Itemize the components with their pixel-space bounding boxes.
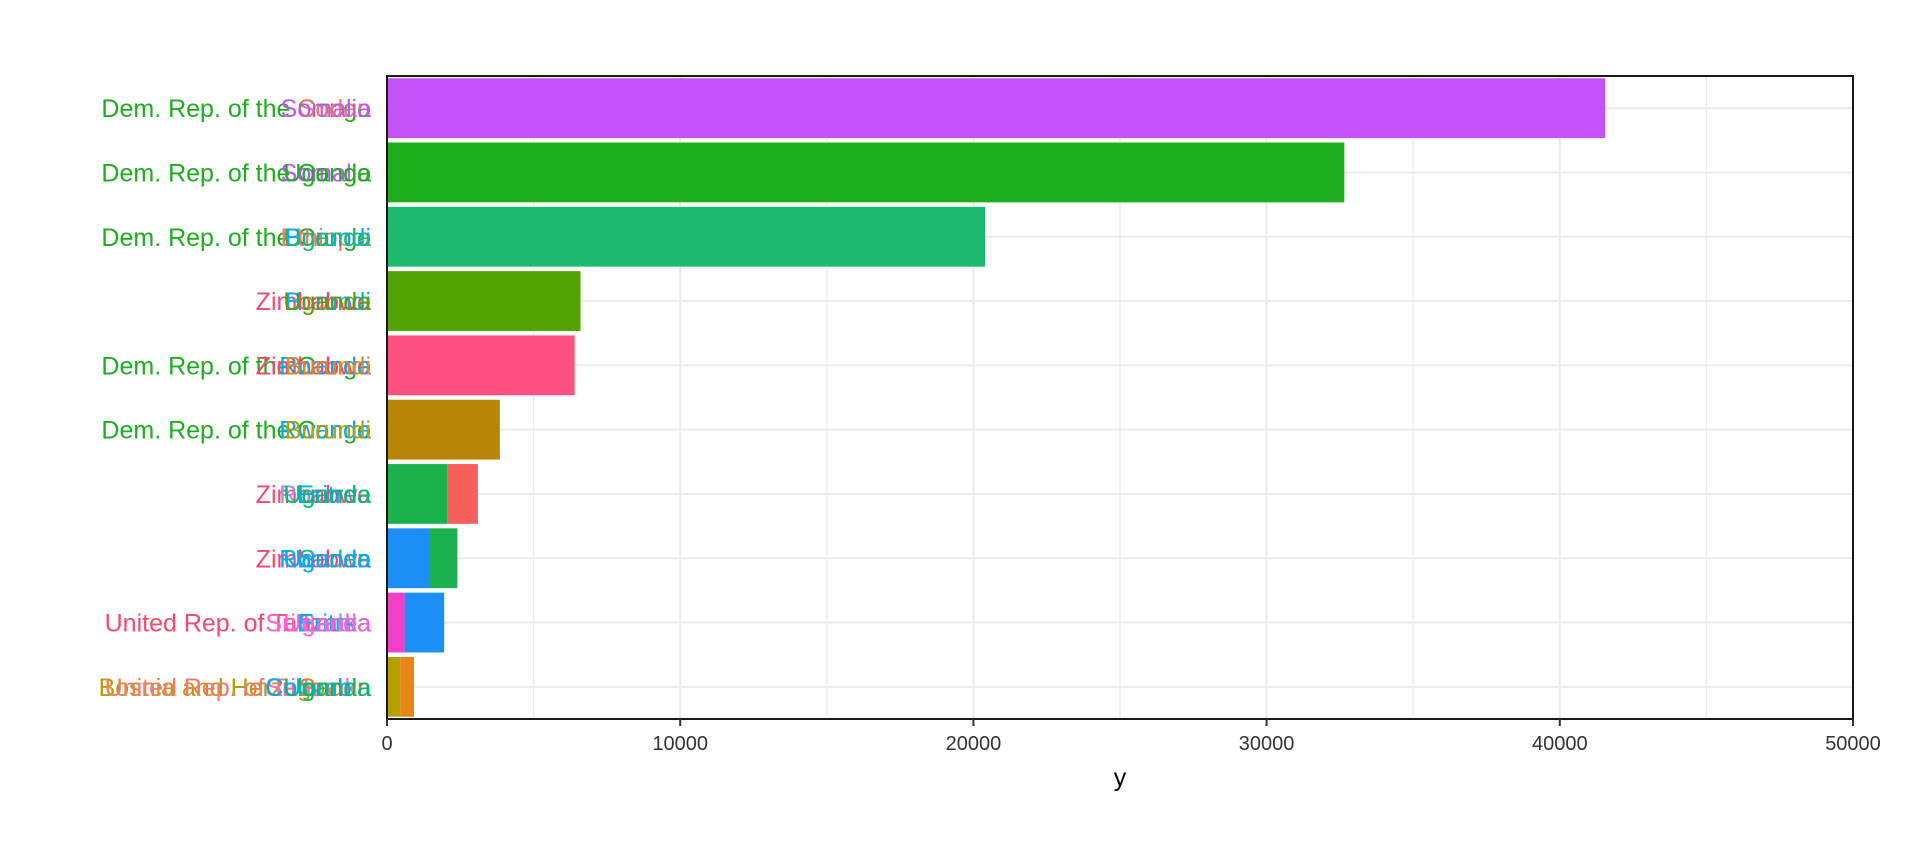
row-label: Uganda bbox=[283, 159, 371, 187]
row-label: Uganda bbox=[283, 481, 371, 509]
row-label: Bosnia and Herzegovina bbox=[99, 674, 371, 702]
row-label: Uganda bbox=[283, 674, 371, 702]
bar-segment bbox=[387, 399, 500, 460]
bar-segment bbox=[387, 78, 1606, 139]
row-label: Rwanda bbox=[279, 545, 371, 573]
row-label: Burundi bbox=[285, 224, 371, 252]
row-label: Colombia bbox=[265, 674, 371, 702]
row-label: Uganda bbox=[283, 545, 371, 573]
row-label: Uganda bbox=[283, 610, 371, 638]
x-axis: 0 10000 20000 30000 40000 50000 bbox=[381, 719, 1881, 755]
x-tick-label: 10000 bbox=[652, 733, 708, 755]
x-axis-title: y bbox=[1114, 764, 1127, 792]
row-label: Burundi bbox=[285, 417, 371, 445]
row-label: Sri Lanka bbox=[265, 674, 371, 702]
row-label: Sudan bbox=[299, 674, 371, 702]
row-label: Rwanda bbox=[279, 417, 371, 445]
row-label: Somalia bbox=[281, 95, 371, 123]
row-label: Rwanda bbox=[279, 481, 371, 509]
bar-segment bbox=[387, 335, 575, 396]
bar-segment bbox=[387, 528, 430, 589]
bar-segment bbox=[429, 528, 458, 589]
bar-segment bbox=[387, 464, 448, 524]
row-label: Uganda bbox=[283, 288, 371, 316]
row-label: Dem. Rep. of the Congo bbox=[101, 95, 371, 123]
row-label: Zimbabwe bbox=[256, 481, 371, 509]
bar-segment bbox=[387, 656, 401, 717]
row-label: Burundi bbox=[285, 288, 371, 316]
row-label: Dem. Rep. of the Congo bbox=[101, 352, 371, 380]
row-label: Serbia bbox=[299, 610, 371, 638]
bar-segment bbox=[447, 464, 478, 524]
row-label: Dem. Rep. of the Congo bbox=[101, 417, 371, 445]
x-tick-label: 20000 bbox=[946, 733, 1002, 755]
bar-segment bbox=[387, 206, 986, 267]
row-label: Dem. Rep. of the Congo bbox=[101, 224, 371, 252]
bar-segment bbox=[387, 142, 1345, 203]
row-label: Somalia bbox=[281, 159, 371, 187]
row-label: Eritrea bbox=[297, 610, 371, 638]
row-label: United Rep. of Tanzania bbox=[105, 674, 371, 702]
x-tick-label: 0 bbox=[381, 733, 392, 755]
bar-segment bbox=[387, 271, 581, 331]
row-label: Sri Lanka bbox=[265, 610, 371, 638]
row-label: Zimbabwe bbox=[256, 545, 371, 573]
x-tick-label: 40000 bbox=[1532, 733, 1588, 755]
row-label: Zimbabwe bbox=[256, 288, 371, 316]
x-tick-label: 30000 bbox=[1239, 733, 1295, 755]
row-label: Dem. Rep. of the Congo bbox=[101, 159, 371, 187]
bar-segment bbox=[400, 656, 414, 717]
row-label: Burundi bbox=[285, 352, 371, 380]
row-label: Zimbabwe bbox=[256, 352, 371, 380]
bar-segment bbox=[387, 592, 405, 653]
bars bbox=[387, 78, 1606, 717]
row-label: Rwanda bbox=[279, 352, 371, 380]
row-label: United Rep. of Tanzania bbox=[105, 610, 371, 638]
bar-segment bbox=[404, 592, 445, 653]
plot-border bbox=[386, 75, 1854, 720]
row-label: Ethiopia bbox=[281, 224, 371, 252]
row-label: Eritrea bbox=[297, 481, 371, 509]
row-label: Uganda bbox=[283, 224, 371, 252]
row-label: Sudan bbox=[299, 545, 371, 573]
row-label: Sudan bbox=[299, 95, 371, 123]
x-tick-label: 50000 bbox=[1825, 733, 1881, 755]
